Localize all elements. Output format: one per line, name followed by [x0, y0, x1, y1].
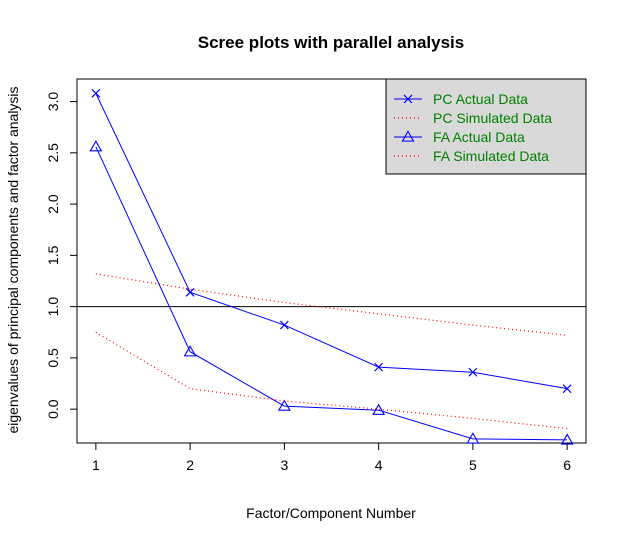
x-axis-label: Factor/Component Number	[246, 505, 416, 521]
series-line-2	[95, 146, 568, 441]
series-point-0	[562, 384, 572, 394]
series-point-0	[468, 367, 478, 377]
series-point-2	[89, 140, 103, 152]
series-point-0	[91, 88, 101, 98]
chart-title: Scree plots with parallel analysis	[198, 33, 464, 52]
y-tick-label: 1.5	[45, 245, 61, 265]
x-tick-label: 5	[469, 457, 477, 473]
legend-marker-2	[401, 130, 415, 142]
series-point-2	[560, 433, 574, 445]
x-tick-label: 3	[280, 457, 288, 473]
y-axis-label: eigenvalues of principal components and …	[5, 86, 21, 433]
series-line-1	[95, 273, 568, 336]
y-tick-label: 0.5	[45, 348, 61, 368]
y-tick-label: 0.0	[45, 399, 61, 419]
series-point-0	[279, 320, 289, 330]
series-point-2	[372, 403, 386, 415]
y-tick-label: 3.0	[45, 92, 61, 112]
y-tick-label: 2.5	[45, 143, 61, 163]
legend-box	[385, 78, 587, 175]
legend-entry-0: PC Actual Data	[433, 91, 528, 107]
x-tick-label: 4	[375, 457, 383, 473]
legend-entry-3: FA Simulated Data	[433, 148, 549, 164]
series-point-0	[374, 362, 384, 372]
series-line-3	[95, 331, 568, 430]
x-tick-label: 6	[563, 457, 571, 473]
y-tick-label: 1.0	[45, 297, 61, 317]
series-point-0	[185, 287, 195, 297]
legend-entry-1: PC Simulated Data	[433, 110, 552, 126]
x-tick-label: 1	[92, 457, 100, 473]
plot-area: 1 2 3 4 5 6 0.0 0.5 1.0 1.5 2.0 2.5 3.0 PC Actual Dat…	[45, 78, 587, 473]
y-tick-label: 2.0	[45, 194, 61, 214]
series-point-2	[277, 399, 291, 411]
series-point-2	[183, 345, 197, 357]
series-point-2	[466, 432, 480, 444]
legend-entry-2: FA Actual Data	[433, 129, 525, 145]
series-line-0	[95, 93, 568, 390]
legend-marker-0	[403, 94, 413, 104]
x-tick-label: 2	[186, 457, 194, 473]
